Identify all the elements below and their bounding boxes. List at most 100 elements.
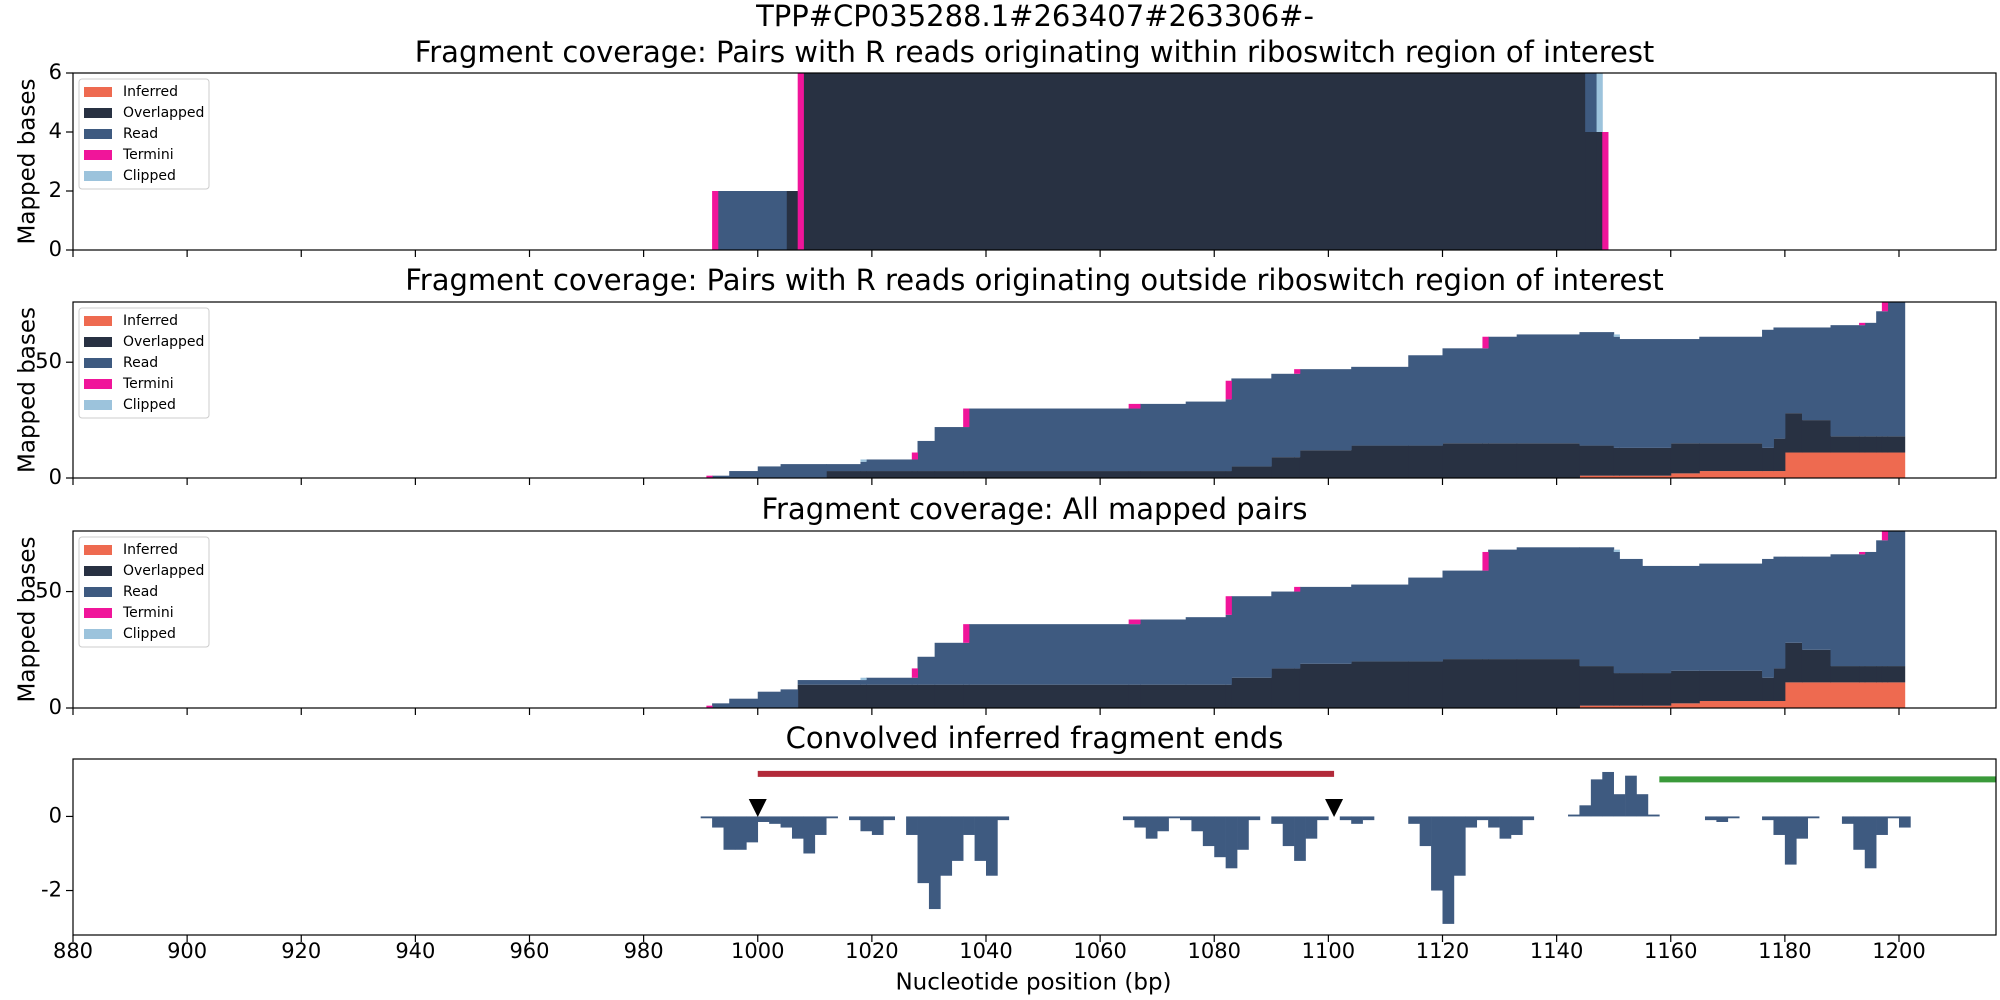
area-step bbox=[1271, 373, 1295, 458]
area-step bbox=[1784, 452, 1803, 478]
area-step bbox=[1830, 452, 1860, 478]
panel-title: Fragment coverage: All mapped pairs bbox=[761, 492, 1307, 526]
area-step bbox=[1613, 549, 1620, 552]
bar bbox=[700, 816, 713, 819]
panel-title: Convolved inferred fragment ends bbox=[786, 721, 1284, 755]
bar bbox=[1168, 816, 1181, 819]
area-step bbox=[1128, 624, 1141, 685]
bar bbox=[1453, 816, 1466, 876]
area-step bbox=[1128, 408, 1141, 472]
x-tick-label: 880 bbox=[53, 939, 93, 963]
area-step bbox=[1859, 551, 1866, 555]
area-step bbox=[1801, 682, 1832, 708]
area-step bbox=[1225, 596, 1232, 615]
legend-box bbox=[78, 78, 210, 190]
area-step bbox=[1773, 668, 1786, 702]
legend-swatch bbox=[84, 629, 112, 639]
area-step bbox=[1642, 705, 1672, 708]
area-step bbox=[911, 684, 919, 708]
plot-area bbox=[700, 770, 1996, 924]
x-tick-label: 1060 bbox=[1073, 939, 1126, 963]
area-step bbox=[1699, 471, 1763, 478]
area-step bbox=[1299, 369, 1352, 451]
area-step bbox=[860, 471, 867, 478]
area-step bbox=[1773, 471, 1786, 478]
area-step bbox=[1294, 369, 1301, 374]
bar bbox=[1191, 816, 1204, 832]
area-step bbox=[1619, 339, 1672, 448]
bar bbox=[1510, 816, 1523, 835]
bar bbox=[826, 816, 838, 819]
legend-label: Inferred bbox=[123, 542, 178, 558]
legend-swatch bbox=[84, 566, 112, 576]
area-step bbox=[1488, 443, 1518, 478]
bar bbox=[871, 816, 884, 835]
area-step bbox=[1762, 701, 1774, 708]
legend-label: Clipped bbox=[123, 626, 176, 642]
area-step bbox=[1801, 556, 1832, 650]
area-step bbox=[1881, 452, 1889, 478]
bar bbox=[1796, 816, 1808, 839]
area-step bbox=[1784, 682, 1803, 708]
bar bbox=[723, 816, 736, 850]
area-step bbox=[866, 677, 913, 685]
marker-triangle bbox=[748, 799, 767, 818]
area-step bbox=[1887, 436, 1906, 453]
area-step bbox=[1482, 570, 1489, 660]
area-step bbox=[757, 466, 782, 478]
area-step bbox=[866, 471, 913, 478]
area-step bbox=[1442, 348, 1483, 444]
area-step bbox=[712, 191, 719, 250]
legend-swatch bbox=[84, 108, 112, 118]
area-step bbox=[1516, 334, 1580, 444]
y-tick-label: 2 bbox=[49, 178, 62, 202]
area-step bbox=[1670, 703, 1700, 708]
area-step bbox=[1482, 348, 1489, 444]
area-step bbox=[1231, 596, 1272, 678]
area-step bbox=[968, 408, 1130, 472]
legend-label: Overlapped bbox=[123, 105, 204, 121]
bar bbox=[951, 816, 964, 861]
area-step bbox=[1482, 551, 1489, 571]
legend-swatch bbox=[84, 337, 112, 347]
area-step bbox=[1579, 332, 1615, 446]
bar bbox=[906, 816, 918, 835]
area-step bbox=[1408, 577, 1443, 662]
area-step bbox=[1579, 547, 1615, 667]
area-step bbox=[1613, 673, 1620, 706]
legend-label: Read bbox=[123, 355, 158, 371]
bar bbox=[928, 816, 941, 910]
area-step bbox=[1859, 325, 1866, 437]
legend-box bbox=[78, 536, 210, 648]
area-step bbox=[1140, 403, 1187, 472]
bar bbox=[860, 816, 873, 832]
area-step bbox=[860, 684, 867, 708]
y-tick-label: 4 bbox=[49, 119, 62, 143]
area-step bbox=[1699, 336, 1763, 444]
axes-frame bbox=[72, 72, 1997, 251]
bar bbox=[1431, 816, 1443, 891]
bar bbox=[1716, 816, 1729, 822]
legend-swatch bbox=[84, 171, 112, 181]
bar bbox=[1704, 816, 1717, 821]
area-step bbox=[1859, 436, 1866, 453]
area-step bbox=[1830, 554, 1860, 667]
plot-area bbox=[706, 302, 1906, 478]
area-step bbox=[1488, 336, 1518, 444]
area-step bbox=[1830, 682, 1860, 708]
area-step bbox=[1408, 445, 1443, 478]
bar bbox=[1727, 816, 1740, 819]
bar bbox=[1613, 794, 1626, 817]
area-step bbox=[1670, 443, 1700, 474]
area-step bbox=[729, 698, 759, 708]
area-step bbox=[1864, 551, 1877, 667]
area-step bbox=[917, 440, 936, 472]
area-step bbox=[1596, 132, 1603, 250]
area-step bbox=[1762, 471, 1774, 478]
area-step bbox=[1859, 452, 1866, 478]
area-step bbox=[1128, 403, 1141, 409]
bar bbox=[1568, 814, 1580, 817]
bar bbox=[1625, 775, 1637, 817]
bar bbox=[963, 816, 975, 835]
area-step bbox=[1482, 443, 1489, 478]
